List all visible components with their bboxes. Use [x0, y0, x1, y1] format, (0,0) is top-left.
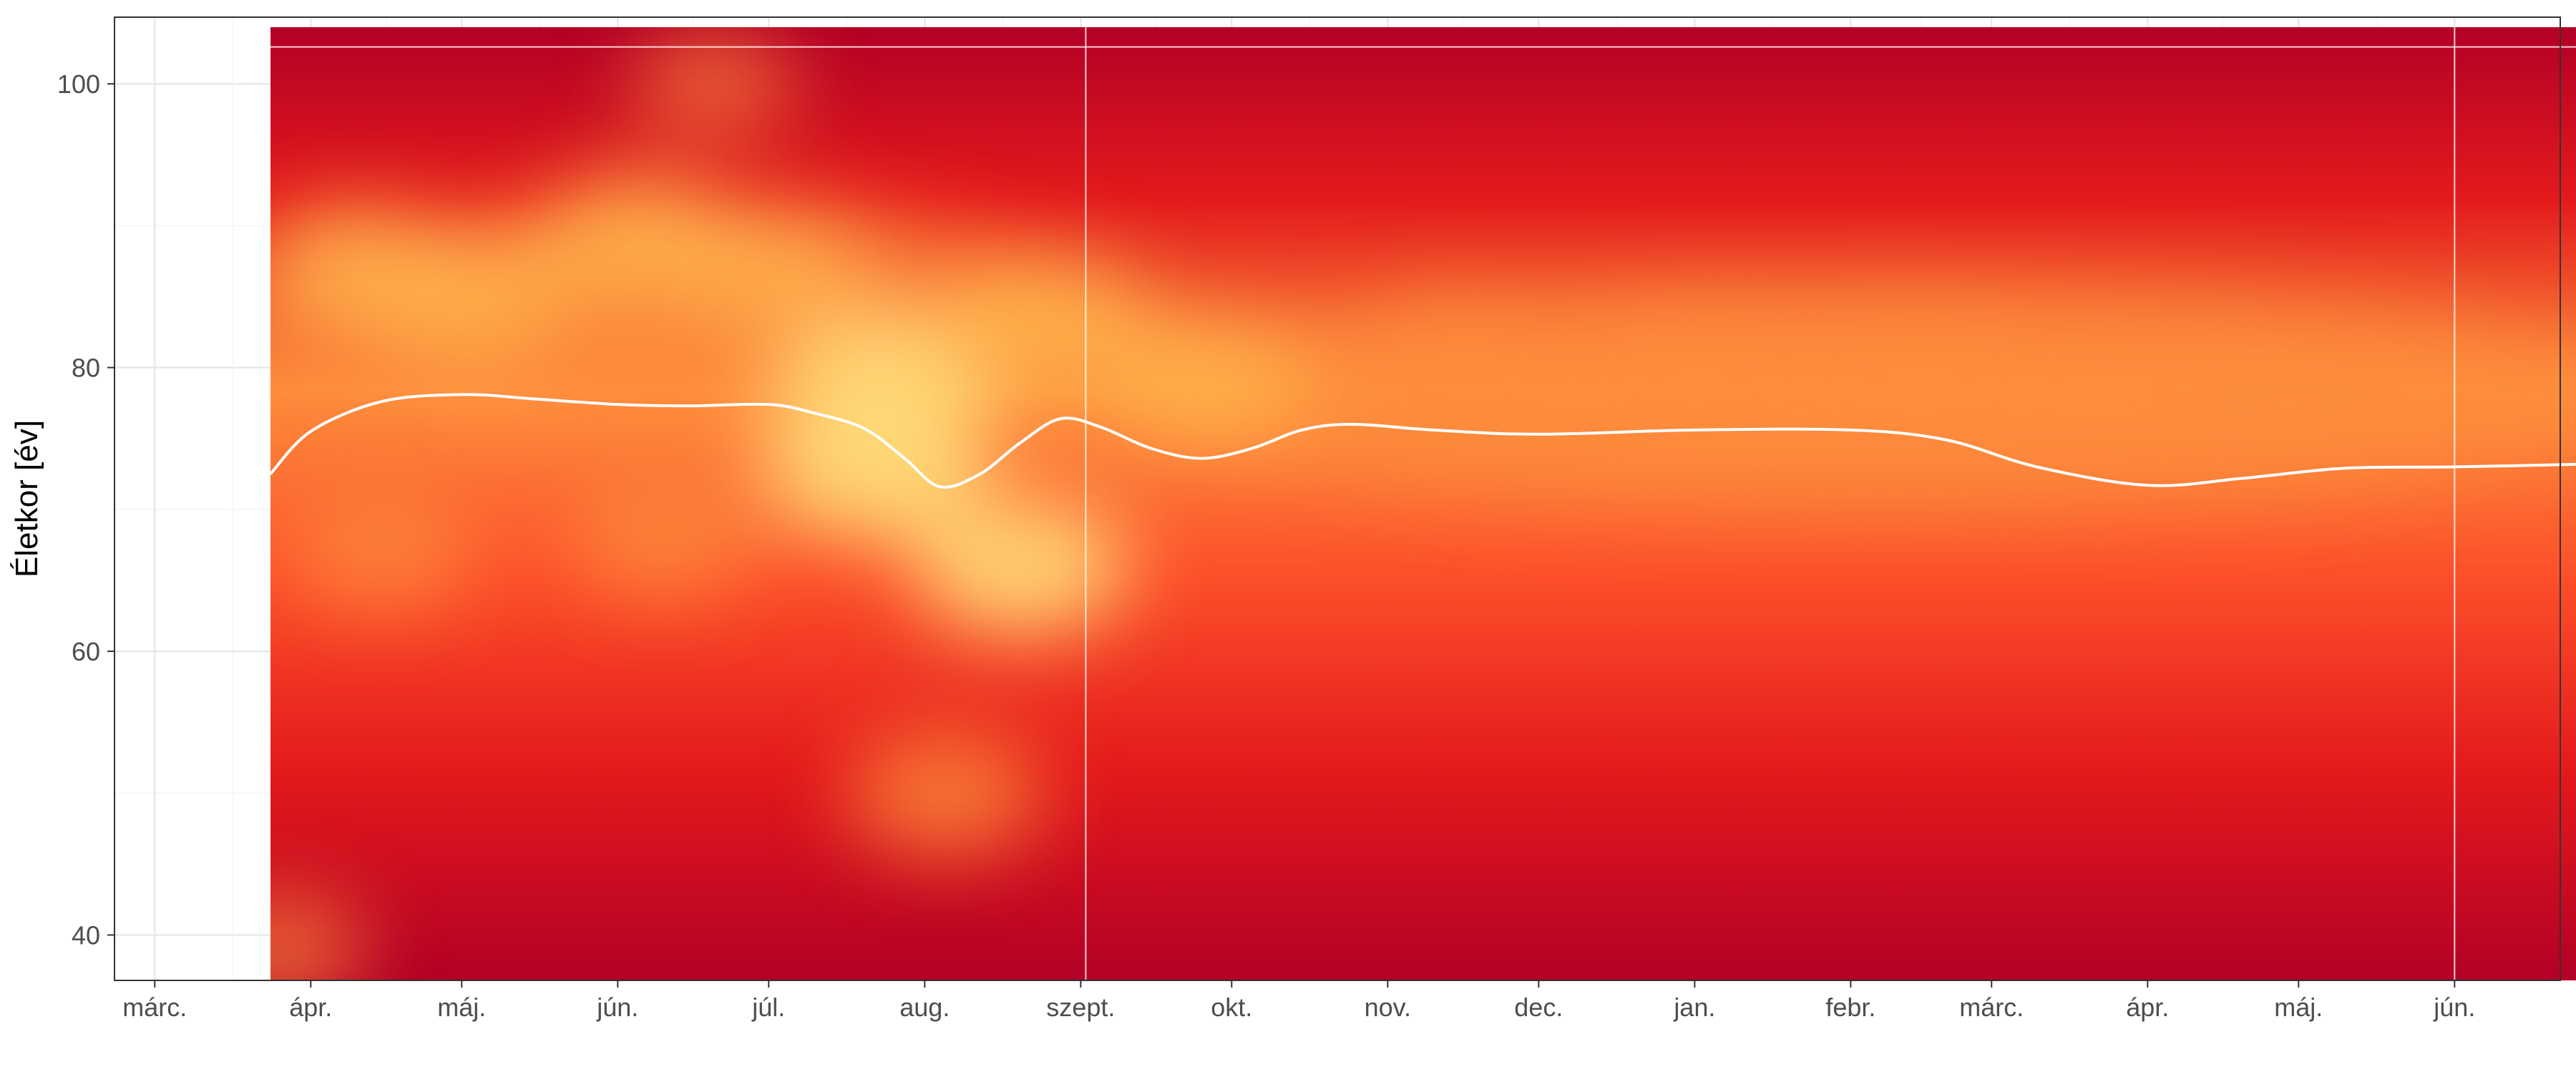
x-tick-label: aug. [899, 993, 950, 1022]
reference-lines [270, 26, 2576, 980]
panel-border [114, 16, 2561, 981]
x-tick-label: máj. [437, 993, 486, 1022]
x-tick-label: márc. [122, 993, 187, 1022]
x-axis: márc. ápr. máj. jún. júl. aug. szept. okt. nov. d… [122, 980, 2475, 1022]
x-tick-label: júl. [751, 993, 785, 1022]
trend-line [269, 393, 2576, 489]
x-tick-label: jan. [1673, 993, 1715, 1022]
x-tick-label: márc. [1959, 993, 2024, 1022]
heatmap-hotspots [270, 33, 2576, 980]
heatmap-hotspot [780, 313, 1000, 450]
y-tick-label: 100 [57, 69, 100, 99]
heatmap-hotspot [669, 206, 869, 331]
x-tick-label: jún. [596, 993, 638, 1022]
x-tick-label: máj. [2274, 993, 2323, 1022]
heatmap-hotspot [569, 479, 757, 596]
x-tick-label: ápr. [2126, 993, 2169, 1022]
x-tick-label: szept. [1046, 993, 1115, 1022]
heatmap-hotspot [1099, 318, 1304, 446]
x-tick-label: jún. [2433, 993, 2475, 1022]
heatmap-hotspot [289, 494, 474, 610]
heatmap-hotspot [1828, 309, 2015, 426]
heatmap [270, 26, 2576, 980]
y-tick-label: 40 [72, 921, 100, 950]
y-tick-label: 80 [72, 354, 100, 383]
heatmap-hotspot [1362, 293, 1554, 413]
heatmap-hotspot [912, 498, 1129, 634]
y-axis-title: Életkor [év] [9, 420, 44, 578]
heatmap-hotspot [631, 33, 796, 135]
x-tick-label: nov. [1365, 993, 1411, 1022]
heatmap-hotspot [847, 733, 1042, 854]
heatmap-hotspot [938, 258, 1153, 392]
x-tick-label: febr. [1825, 993, 1875, 1022]
heatmap-hotspot [358, 232, 565, 361]
y-axis: 40 60 80 100 [57, 69, 114, 950]
heatmap-hotspot [1599, 293, 1790, 413]
x-tick-label: dec. [1514, 993, 1563, 1022]
x-tick-label: okt. [1211, 993, 1252, 1022]
y-tick-label: 60 [72, 637, 100, 666]
heatmap-hotspot [270, 897, 366, 980]
heatmap-hotspot [2206, 367, 2391, 482]
x-tick-label: ápr. [289, 993, 332, 1022]
